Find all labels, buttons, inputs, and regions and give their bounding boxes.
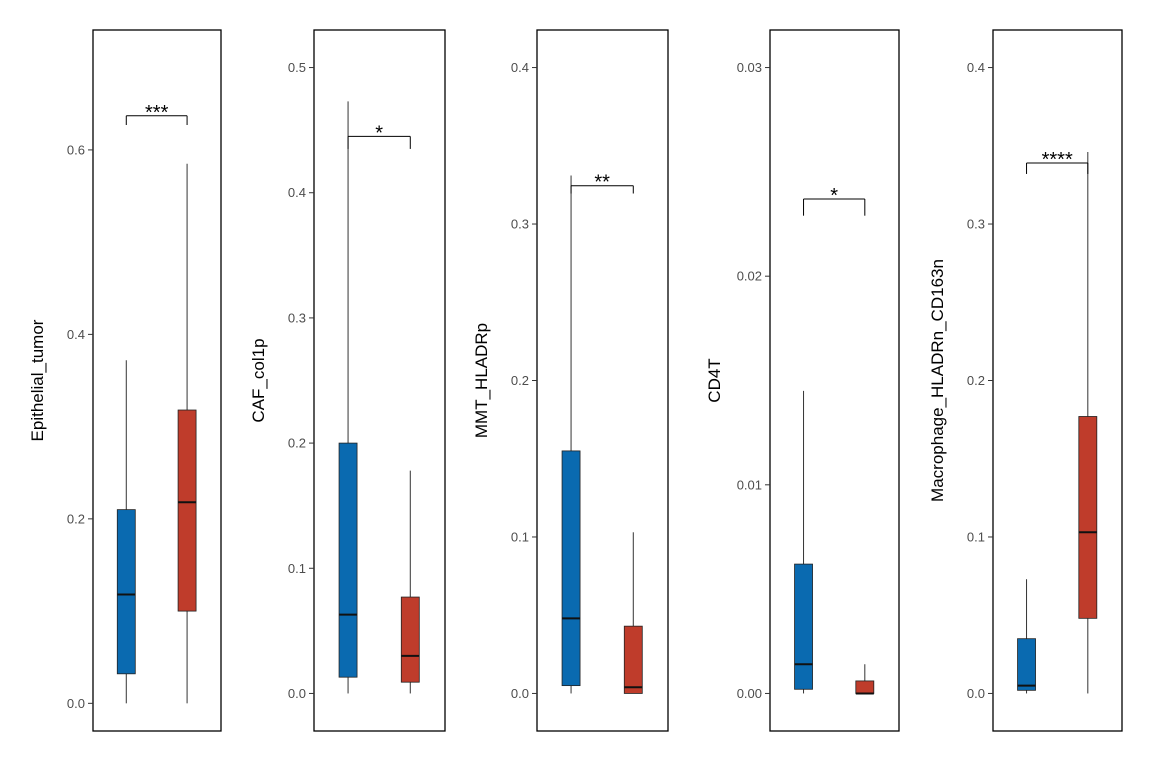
box-body <box>1078 416 1098 619</box>
y-tick-label: 0.0 <box>288 686 306 701</box>
y-tick-label: 0.00 <box>737 686 762 701</box>
y-tick-label: 0.4 <box>67 327 85 342</box>
panel-5: 0.0 0.1 0.2 0.3 0.4 Macrophage_HLADRn_CD163n *… <box>928 29 1123 732</box>
y-tick-label: 0.2 <box>67 511 85 526</box>
panel-4: 0.00 0.01 0.02 0.03 CD4T * <box>705 29 900 732</box>
significance-bracket: **** <box>1026 149 1089 174</box>
panel-border <box>92 29 222 732</box>
y-tick-label: 0.4 <box>288 185 306 200</box>
y-tick-label: 0.03 <box>737 60 762 75</box>
panel-border <box>536 29 669 732</box>
box-group-2 <box>400 470 420 694</box>
panel-border <box>769 29 900 732</box>
y-tick-label: 0.2 <box>288 436 306 451</box>
y-tick-label: 0.1 <box>288 561 306 576</box>
significance-label: ** <box>594 172 610 194</box>
y-tick-label: 0.0 <box>511 686 529 701</box>
y-tick-label: 0.1 <box>967 529 985 544</box>
box-group-2 <box>623 532 643 694</box>
box-group-1 <box>338 101 358 694</box>
panel-3: 0.0 0.1 0.2 0.3 0.4 MMT_HLADRp ** <box>472 29 669 732</box>
box-body <box>1017 638 1036 691</box>
box-group-1 <box>1017 579 1036 694</box>
significance-label: * <box>830 185 838 207</box>
box-group-2 <box>855 664 875 695</box>
box-group-1 <box>794 390 813 694</box>
box-group-2 <box>177 163 197 704</box>
y-tick-label: 0.1 <box>511 529 529 544</box>
box-body <box>177 409 197 612</box>
panel-2: 0.0 0.1 0.2 0.3 0.4 0.5 CAF_col1p * <box>249 29 446 732</box>
y-axis-title: CAF_col1p <box>249 338 268 422</box>
box-body <box>794 563 813 690</box>
box-body <box>400 596 420 683</box>
significance-bracket: ** <box>570 172 634 194</box>
y-tick-label: 0.02 <box>737 269 762 284</box>
y-tick-label: 0.2 <box>967 373 985 388</box>
y-tick-label: 0.4 <box>511 60 529 75</box>
y-tick-label: 0.3 <box>288 310 306 325</box>
significance-bracket: * <box>347 122 411 149</box>
box-body <box>561 450 581 687</box>
significance-label: * <box>375 122 383 144</box>
y-tick-label: 0.4 <box>967 60 985 75</box>
y-tick-label: 0.01 <box>737 477 762 492</box>
significance-label: **** <box>1042 149 1073 171</box>
box-body <box>116 509 136 675</box>
y-axis-title: Epithelial_tumor <box>28 319 47 441</box>
panel-1: 0.0 0.2 0.4 0.6 Epithelial_tumor *** <box>28 29 222 732</box>
box-body <box>623 625 643 694</box>
box-group-2 <box>1078 152 1098 694</box>
box-group-1 <box>561 175 581 694</box>
y-tick-label: 0.6 <box>67 142 85 157</box>
box-body <box>338 442 358 678</box>
y-tick-label: 0.3 <box>511 217 529 232</box>
box-body <box>855 680 875 694</box>
y-axis-title: CD4T <box>705 358 724 402</box>
y-tick-label: 0.3 <box>967 217 985 232</box>
y-axis-title: Macrophage_HLADRn_CD163n <box>928 259 947 502</box>
y-tick-label: 0.2 <box>511 373 529 388</box>
significance-bracket: *** <box>125 102 188 126</box>
panel-border <box>992 29 1123 732</box>
box-group-1 <box>116 360 136 704</box>
significance-label: *** <box>145 102 169 124</box>
panel-border <box>313 29 446 732</box>
significance-bracket: * <box>803 185 866 216</box>
y-axis-title: MMT_HLADRp <box>472 323 491 438</box>
y-tick-label: 0.0 <box>967 686 985 701</box>
y-tick-label: 0.5 <box>288 60 306 75</box>
y-tick-label: 0.0 <box>67 696 85 711</box>
